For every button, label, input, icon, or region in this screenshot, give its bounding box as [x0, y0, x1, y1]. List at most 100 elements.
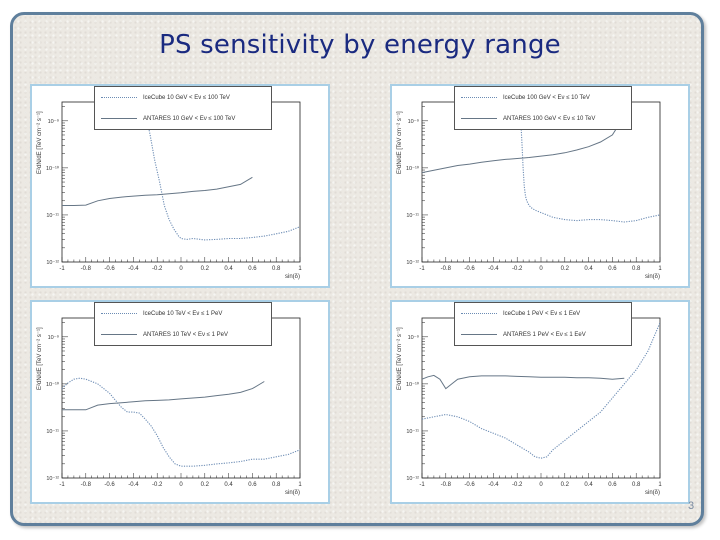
legend-line-swatch [461, 313, 497, 314]
legend-entry: IceCube 1 PeV < Eν ≤ 1 EeV [459, 308, 629, 320]
y-tick-label: 10⁻¹⁰ [46, 165, 60, 172]
legend-entry: IceCube 10 TeV < Eν ≤ 1 PeV [99, 308, 269, 320]
legend-label: ANTARES 1 PeV < Eν ≤ 1 EeV [503, 332, 586, 338]
legend-entry: ANTARES 10 GeV < Eν ≤ 100 TeV [99, 113, 269, 125]
x-tick-label: 0.4 [584, 266, 593, 272]
x-tick-label: 1 [658, 266, 662, 272]
legend-line-swatch [101, 334, 137, 335]
x-tick-label: 1 [658, 482, 662, 488]
icecube-series-line [62, 377, 300, 467]
legend-label: IceCube 100 GeV < Eν ≤ 10 TeV [503, 95, 590, 101]
legend-entry: ANTARES 1 PeV < Eν ≤ 1 EeV [459, 329, 629, 341]
legend-entry: IceCube 100 GeV < Eν ≤ 10 TeV [459, 92, 629, 104]
legend-line-swatch [101, 97, 137, 98]
x-tick-label: -1 [59, 266, 65, 272]
x-axis-label: sin(δ) [645, 490, 660, 496]
y-tick-label: 10⁻¹⁰ [406, 381, 420, 388]
x-tick-label: 0 [179, 266, 183, 272]
x-tick-label: 0 [539, 482, 543, 488]
y-axis-label: E²dN/dE [TeV cm⁻² s⁻¹] [37, 327, 43, 390]
x-tick-label: -0.2 [512, 482, 523, 488]
x-tick-label: -0.4 [488, 266, 499, 272]
x-tick-label: 0.6 [608, 266, 617, 272]
x-tick-label: -0.4 [488, 482, 499, 488]
y-tick-label: 10⁻¹² [406, 476, 419, 482]
x-tick-label: -0.4 [128, 482, 139, 488]
antares-series-line [422, 374, 625, 390]
legend-entry: ANTARES 10 TeV < Eν ≤ 1 PeV [99, 329, 269, 341]
x-tick-label: -0.2 [152, 482, 163, 488]
antares-series-line [422, 115, 625, 174]
legend-line-swatch [101, 313, 137, 314]
x-tick-label: 0.8 [632, 266, 641, 272]
chart-panel-bottom-left: -1 -0.8 -0.6 -0.4 -0.2 0 0.2 0.4 0.6 0.8 1 sin(δ) 10… [30, 300, 330, 504]
legend-line-swatch [461, 118, 497, 119]
x-tick-label: 0 [539, 266, 543, 272]
y-tick-label: 10⁻¹¹ [406, 213, 419, 219]
y-tick-label: 10⁻¹² [46, 476, 59, 482]
y-tick-label: 10⁻¹² [406, 260, 419, 266]
y-axis-label: E²dN/dE [TeV cm⁻² s⁻¹] [37, 111, 43, 174]
x-tick-label: 0 [179, 482, 183, 488]
x-tick-label: 0.8 [272, 482, 281, 488]
y-tick-label: 10⁻⁹ [408, 334, 419, 341]
x-tick-label: -0.6 [464, 266, 475, 272]
x-tick-label: 0.8 [632, 482, 641, 488]
y-tick-label: 10⁻¹² [46, 260, 59, 266]
antares-series-line [62, 176, 253, 206]
x-tick-label: -0.4 [128, 266, 139, 272]
y-tick-label: 10⁻⁹ [48, 334, 59, 341]
x-tick-label: -0.6 [464, 482, 475, 488]
chart-legend: IceCube 10 GeV < Eν ≤ 100 TeV ANTARES 10 … [94, 86, 272, 130]
x-axis-label: sin(δ) [285, 274, 300, 280]
antares-series-line [62, 381, 265, 411]
slide-title: PS sensitivity by energy range [159, 30, 561, 60]
legend-entry: ANTARES 100 GeV < Eν ≤ 10 TeV [459, 113, 629, 125]
chart-legend: IceCube 10 TeV < Eν ≤ 1 PeV ANTARES 10 Te… [94, 302, 272, 346]
y-tick-label: 10⁻¹¹ [406, 429, 419, 435]
y-tick-label: 10⁻⁹ [48, 118, 59, 125]
chart-panel-top-left: -1 -0.8 -0.6 -0.4 -0.2 0 0.2 0.4 0.6 0.8 1 sin(δ) 10… [30, 84, 330, 288]
legend-label: ANTARES 10 TeV < Eν ≤ 1 PeV [143, 332, 228, 338]
chart-legend: IceCube 100 GeV < Eν ≤ 10 TeV ANTARES 100… [454, 86, 632, 130]
legend-line-swatch [461, 97, 497, 98]
y-tick-label: 10⁻⁹ [408, 118, 419, 125]
page-number: 3 [688, 500, 695, 512]
x-tick-label: -0.8 [441, 266, 452, 272]
legend-entry: IceCube 10 GeV < Eν ≤ 100 TeV [99, 92, 269, 104]
x-tick-label: -0.8 [81, 482, 92, 488]
legend-label: IceCube 10 GeV < Eν ≤ 100 TeV [143, 95, 230, 101]
x-tick-label: 0.6 [608, 482, 617, 488]
x-tick-label: -0.8 [81, 266, 92, 272]
y-axis-label: E²dN/dE [TeV cm⁻² s⁻¹] [397, 111, 403, 174]
chart-panel-top-right: -1 -0.8 -0.6 -0.4 -0.2 0 0.2 0.4 0.6 0.8 1 sin(δ) 10… [390, 84, 690, 288]
x-tick-label: -0.2 [152, 266, 163, 272]
x-tick-label: 0.4 [224, 482, 233, 488]
legend-label: ANTARES 10 GeV < Eν ≤ 100 TeV [143, 116, 236, 122]
x-tick-label: 0.4 [224, 266, 233, 272]
x-tick-label: -1 [419, 482, 425, 488]
x-tick-label: 0.6 [248, 266, 257, 272]
sensitivity-chart-1: -1 -0.8 -0.6 -0.4 -0.2 0 0.2 0.4 0.6 0.8 1 sin(δ) 10… [37, 96, 302, 280]
x-tick-label: -0.6 [104, 482, 115, 488]
x-tick-label: 0.2 [561, 266, 570, 272]
y-tick-label: 10⁻¹¹ [46, 213, 59, 219]
y-tick-label: 10⁻¹¹ [46, 429, 59, 435]
legend-label: ANTARES 100 GeV < Eν ≤ 10 TeV [503, 116, 596, 122]
x-tick-label: 0.8 [272, 266, 281, 272]
x-axis-label: sin(δ) [285, 490, 300, 496]
x-tick-label: 0.6 [248, 482, 257, 488]
legend-line-swatch [101, 118, 137, 119]
legend-label: IceCube 10 TeV < Eν ≤ 1 PeV [143, 311, 223, 317]
x-tick-label: 1 [298, 266, 302, 272]
x-tick-label: 0.2 [201, 266, 210, 272]
x-tick-label: -0.6 [104, 266, 115, 272]
y-tick-label: 10⁻¹⁰ [46, 381, 60, 388]
x-tick-label: 0.2 [561, 482, 570, 488]
sensitivity-chart-2: -1 -0.8 -0.6 -0.4 -0.2 0 0.2 0.4 0.6 0.8 1 sin(δ) 10… [397, 101, 662, 280]
x-tick-label: 0.4 [584, 482, 593, 488]
x-tick-label: -1 [419, 266, 425, 272]
icecube-series-line [519, 101, 660, 223]
x-axis-label: sin(δ) [645, 274, 660, 280]
chart-panel-bottom-right: -1 -0.8 -0.6 -0.4 -0.2 0 0.2 0.4 0.6 0.8 1 sin(δ) 10… [390, 300, 690, 504]
